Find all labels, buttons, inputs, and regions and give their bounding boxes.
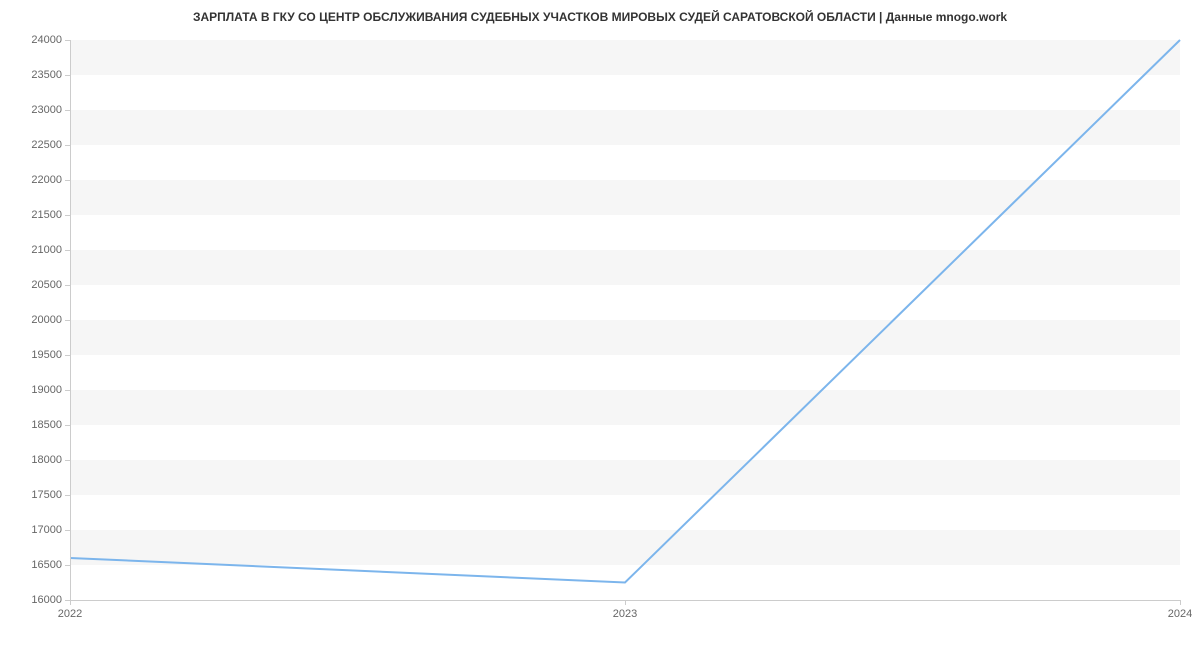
x-tick-mark [1180,600,1181,605]
y-tick-mark [65,75,70,76]
y-tick-mark [65,180,70,181]
y-tick-label: 20000 [31,314,62,326]
y-tick-mark [65,320,70,321]
y-axis [70,40,71,600]
y-tick-mark [65,250,70,251]
x-tick-label: 2024 [1168,608,1192,620]
x-tick-label: 2022 [58,608,82,620]
y-tick-mark [65,530,70,531]
y-tick-mark [65,390,70,391]
y-tick-mark [65,355,70,356]
y-tick-mark [65,215,70,216]
y-tick-label: 17500 [31,489,62,501]
y-tick-label: 21000 [31,244,62,256]
y-tick-label: 21500 [31,209,62,221]
y-tick-mark [65,110,70,111]
chart-title: ЗАРПЛАТА В ГКУ СО ЦЕНТР ОБСЛУЖИВАНИЯ СУД… [0,10,1200,24]
y-tick-label: 19500 [31,349,62,361]
y-tick-label: 24000 [31,34,62,46]
y-tick-mark [65,145,70,146]
y-tick-label: 22500 [31,139,62,151]
y-tick-mark [65,495,70,496]
y-tick-mark [65,565,70,566]
y-tick-label: 23000 [31,104,62,116]
plot-area [70,40,1180,600]
y-tick-label: 19000 [31,384,62,396]
y-tick-label: 16500 [31,559,62,571]
y-tick-mark [65,460,70,461]
y-tick-mark [65,40,70,41]
y-tick-label: 18000 [31,454,62,466]
line-series [70,40,1180,600]
y-tick-label: 18500 [31,419,62,431]
y-tick-mark [65,425,70,426]
y-tick-label: 20500 [31,279,62,291]
x-tick-mark [625,600,626,605]
x-tick-label: 2023 [613,608,637,620]
x-tick-mark [70,600,71,605]
y-tick-label: 22000 [31,174,62,186]
y-tick-label: 23500 [31,69,62,81]
y-tick-mark [65,285,70,286]
y-tick-label: 16000 [31,594,62,606]
y-tick-label: 17000 [31,524,62,536]
salary-chart: ЗАРПЛАТА В ГКУ СО ЦЕНТР ОБСЛУЖИВАНИЯ СУД… [0,0,1200,650]
